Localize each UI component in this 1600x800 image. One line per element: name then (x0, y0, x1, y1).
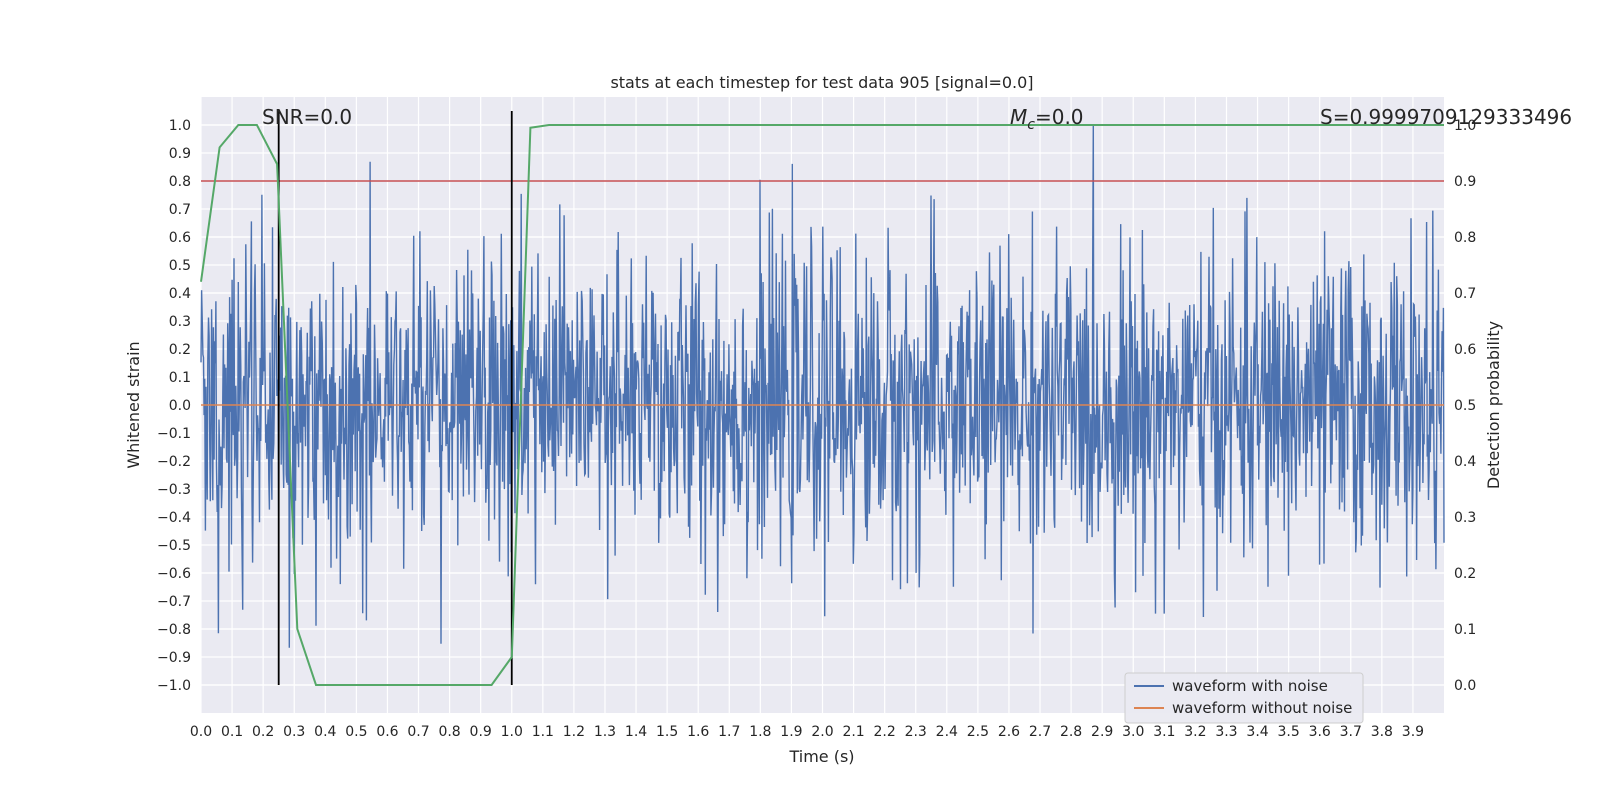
y-tick-label: −0.7 (157, 594, 191, 610)
x-tick-label: 1.6 (687, 724, 709, 740)
overlays (200, 111, 1444, 686)
right-tick-label: 0.5 (1454, 398, 1476, 414)
chirp-mass-annotation: Mc=0.0 (1010, 105, 1084, 133)
y-tick-label: 0.3 (169, 314, 191, 330)
x-tick-label: 2.9 (1091, 724, 1113, 740)
x-tick-label: 1.5 (656, 724, 678, 740)
x-tick-label: 3.1 (1153, 724, 1175, 740)
y-tick-label: 0.8 (169, 174, 191, 190)
x-tick-label: 1.1 (532, 724, 554, 740)
x-tick-label: 2.7 (1029, 724, 1051, 740)
score-annotation: S=0.9999709129333496 (1320, 105, 1572, 129)
x-tick-label: 2.0 (811, 724, 833, 740)
x-tick-label: 2.1 (842, 724, 864, 740)
x-axis-label: Time (s) (788, 747, 854, 766)
y-tick-label: 0.6 (169, 230, 191, 246)
legend-box (1124, 672, 1364, 724)
y-tick-label: −0.6 (157, 566, 191, 582)
noise-waveform-line (200, 124, 1445, 648)
legend-label-noise: waveform with noise (1172, 677, 1328, 695)
right-tick-label: 0.2 (1454, 566, 1476, 582)
x-tick-label: 2.6 (998, 724, 1020, 740)
x-tick-label: 0.5 (345, 724, 367, 740)
legend: waveform with noise waveform without noi… (1124, 672, 1364, 724)
waveform-with-noise-series (200, 124, 1445, 648)
x-tick-label: 0.3 (283, 724, 305, 740)
x-tick-label: 1.2 (563, 724, 585, 740)
right-tick-label: 0.4 (1454, 454, 1476, 470)
y-tick-label: 0.9 (169, 146, 191, 162)
x-tick-label: 0.9 (470, 724, 492, 740)
y-tick-label: −0.2 (157, 454, 191, 470)
legend-label-clean: waveform without noise (1172, 699, 1352, 717)
x-tick-label: 0.6 (376, 724, 398, 740)
y-tick-label: 0.0 (169, 398, 191, 414)
y-axis-label: Whitened strain (124, 341, 143, 468)
x-tick-label: 3.2 (1184, 724, 1206, 740)
x-tick-label: 1.9 (780, 724, 802, 740)
right-tick-label: 0.0 (1454, 678, 1476, 694)
right-tick-label: 0.3 (1454, 510, 1476, 526)
x-tick-label: 2.3 (905, 724, 927, 740)
x-tick-label: 3.6 (1309, 724, 1331, 740)
right-tick-label: 0.7 (1454, 286, 1476, 302)
x-tick-label: 3.9 (1402, 724, 1424, 740)
y-tick-label: 0.4 (169, 286, 191, 302)
right-tick-label: 0.9 (1454, 174, 1476, 190)
x-tick-label: 3.5 (1277, 724, 1299, 740)
x-tick-label: 1.8 (749, 724, 771, 740)
y-tick-label: 1.0 (169, 118, 191, 134)
right-axis-ticks: 1.0 0.9 0.8 0.7 0.6 0.5 0.4 0.3 0.2 0.1 0.0 (1454, 118, 1476, 694)
y-tick-label: −0.3 (157, 482, 191, 498)
x-tick-label: 2.4 (936, 724, 958, 740)
x-tick-label: 0.4 (314, 724, 336, 740)
x-tick-label: 3.8 (1371, 724, 1393, 740)
x-tick-label: 2.8 (1060, 724, 1082, 740)
x-tick-label: 3.3 (1215, 724, 1237, 740)
x-tick-label: 1.4 (625, 724, 647, 740)
x-tick-label: 1.0 (501, 724, 523, 740)
y-tick-label: −0.1 (157, 426, 191, 442)
x-tick-label: 0.7 (407, 724, 429, 740)
x-tick-label: 3.7 (1340, 724, 1362, 740)
x-tick-label: 1.3 (594, 724, 616, 740)
x-tick-label: 0.0 (190, 724, 212, 740)
y-tick-label: 0.5 (169, 258, 191, 274)
y-tick-label: −0.8 (157, 622, 191, 638)
y-tick-label: 0.1 (169, 370, 191, 386)
right-tick-label: 1.0 (1454, 118, 1476, 134)
y-tick-label: −0.9 (157, 650, 191, 666)
right-tick-label: 0.6 (1454, 342, 1476, 358)
x-tick-label: 3.0 (1122, 724, 1144, 740)
x-tick-label: 0.1 (221, 724, 243, 740)
detection-probability-line (200, 124, 1444, 686)
y-tick-label: −0.5 (157, 538, 191, 554)
x-tick-label: 0.2 (252, 724, 274, 740)
x-axis-ticks: 0.0 0.1 0.2 0.3 0.4 0.5 0.6 0.7 0.8 0.9 1.0 1.1 1.2 1… (190, 724, 1424, 740)
x-tick-label: 2.2 (874, 724, 896, 740)
right-tick-label: 0.1 (1454, 622, 1476, 638)
y-tick-label: −1.0 (157, 678, 191, 694)
y-tick-label: 0.7 (169, 202, 191, 218)
y-tick-label: 0.2 (169, 342, 191, 358)
y-tick-label: −0.4 (157, 510, 191, 526)
chart-title: stats at each timestep for test data 905… (610, 73, 1033, 92)
x-tick-label: 0.8 (438, 724, 460, 740)
x-tick-label: 2.5 (967, 724, 989, 740)
y-axis-ticks: 1.0 0.9 0.8 0.7 0.6 0.5 0.4 0.3 0.2 0.1 0.0 −0.1 −0.… (157, 118, 191, 694)
x-tick-label: 3.4 (1246, 724, 1268, 740)
right-axis-label: Detection probability (1484, 321, 1503, 489)
x-tick-label: 1.7 (718, 724, 740, 740)
right-tick-label: 0.8 (1454, 230, 1476, 246)
snr-annotation: SNR=0.0 (262, 105, 352, 129)
